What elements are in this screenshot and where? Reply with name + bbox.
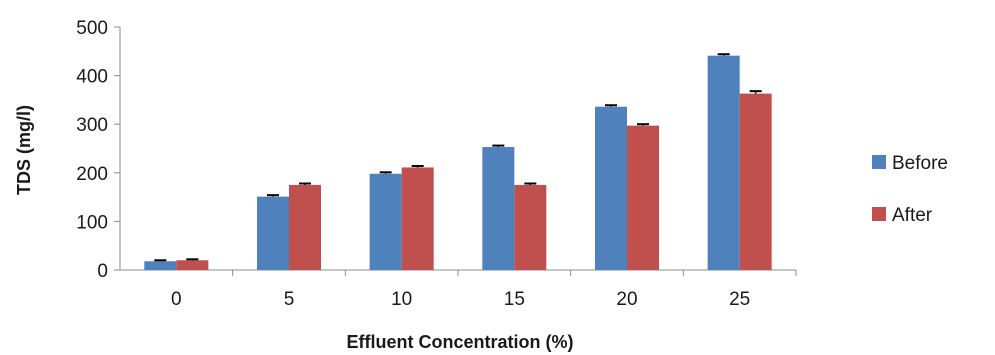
x-tick-label: 5 (284, 289, 295, 310)
bar-before (595, 106, 627, 270)
bar-before (257, 196, 289, 270)
plot-area: 0 100 200 300 400 500 0 5 10 15 20 25 (76, 18, 797, 310)
x-axis-title: Effluent Concentration (%) (347, 332, 574, 352)
bar-before (707, 55, 740, 271)
legend-swatch-after (872, 207, 886, 221)
bar-before (144, 261, 177, 270)
bar-before (482, 147, 515, 270)
x-tick-label: 10 (391, 289, 412, 310)
y-tick-label: 100 (76, 212, 108, 233)
y-tick-label: 500 (76, 18, 108, 39)
x-tick-label: 25 (729, 289, 750, 310)
x-tick-label: 20 (616, 289, 637, 310)
bar-after (627, 125, 659, 271)
x-tick-label: 0 (171, 289, 182, 310)
y-tick-label: 300 (76, 115, 108, 136)
y-tick-label: 200 (76, 164, 108, 185)
legend-swatch-before (872, 155, 886, 169)
bar-after (514, 184, 547, 270)
bar-after (176, 260, 209, 270)
y-tick-label: 400 (76, 67, 108, 88)
y-tick-label: 0 (97, 261, 108, 282)
bar-after (289, 184, 321, 270)
y-axis-title: TDS (mg/l) (14, 105, 34, 195)
x-tick-label: 15 (504, 289, 525, 310)
legend-label-before: Before (892, 153, 948, 174)
bar-before (369, 173, 402, 270)
legend: Before After (872, 153, 948, 226)
bar-after (401, 167, 434, 270)
bar-after (739, 93, 772, 270)
legend-label-after: After (892, 205, 933, 226)
